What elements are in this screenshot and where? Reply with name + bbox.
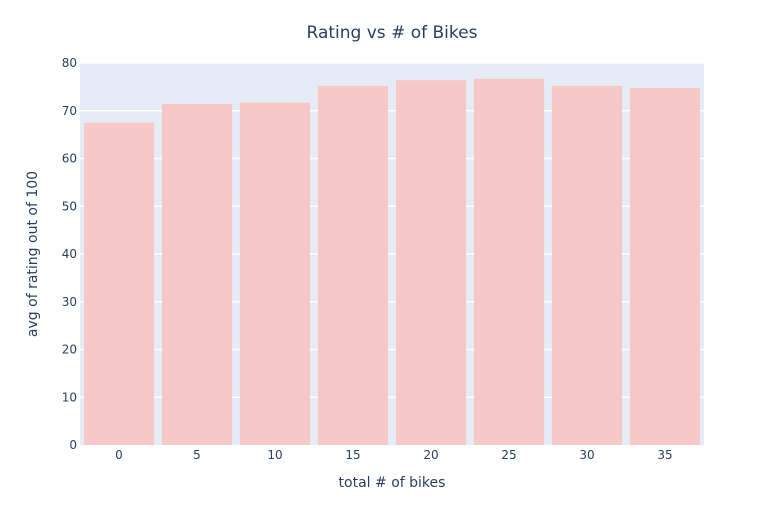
bar-30: [551, 85, 623, 446]
x-tick-label: 25: [501, 448, 516, 462]
x-tick-label: 15: [345, 448, 360, 462]
y-tick-label: 80: [62, 56, 77, 70]
y-axis-ticks: 0 10 20 30 40 50 60 70 80: [62, 56, 77, 452]
x-tick-label: 5: [193, 448, 201, 462]
x-tick-label: 35: [657, 448, 672, 462]
y-tick-label: 0: [69, 438, 77, 452]
bar-35: [629, 87, 701, 445]
chart-title: Rating vs # of Bikes: [307, 23, 478, 43]
x-tick-label: 20: [423, 448, 438, 462]
bar-10: [239, 102, 311, 445]
bar-20: [395, 80, 467, 445]
y-axis-title: avg of rating out of 100: [25, 171, 41, 337]
y-tick-label: 20: [62, 343, 77, 357]
bar-15: [317, 85, 389, 446]
x-tick-label: 0: [115, 448, 123, 462]
y-tick-label: 10: [62, 390, 77, 404]
bar-5: [161, 104, 233, 445]
y-tick-label: 60: [62, 152, 77, 166]
x-axis-title: total # of bikes: [339, 475, 446, 491]
y-tick-label: 30: [62, 295, 77, 309]
x-tick-label: 30: [579, 448, 594, 462]
bar-0: [83, 122, 155, 445]
bar-25: [473, 78, 545, 445]
x-axis-ticks: 0 5 10 15 20 25 30 35: [115, 448, 672, 462]
bars: [83, 78, 701, 446]
y-tick-label: 40: [62, 247, 77, 261]
y-tick-label: 70: [62, 104, 77, 118]
y-tick-label: 50: [62, 199, 77, 213]
x-tick-label: 10: [267, 448, 282, 462]
